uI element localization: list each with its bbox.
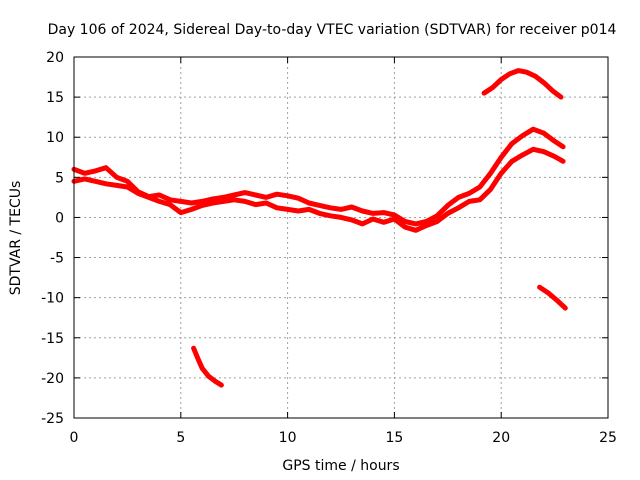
series-track-a: [74, 129, 563, 224]
plot-frame: [74, 57, 608, 418]
y-tick-label: 15: [46, 90, 64, 106]
x-tick-label: 25: [599, 430, 617, 446]
y-tick-label: 20: [46, 50, 64, 66]
grid-lines: [74, 57, 608, 418]
y-tick-label: -20: [41, 371, 64, 387]
y-tick-label: -15: [41, 331, 64, 347]
y-tick-label: -5: [50, 251, 64, 267]
series-arc-upper-right: [484, 71, 561, 98]
series-track-b: [74, 149, 563, 230]
y-axis-label: SDTVAR / TECUs: [8, 181, 24, 296]
series-segment-lower-left: [194, 348, 222, 385]
y-tick-label: 10: [46, 130, 64, 146]
x-tick-label: 15: [385, 430, 403, 446]
axis-ticks: 0 5 10 15 20 25 20 15 10 5 0 -5 -10 -15 -20 -25: [41, 50, 617, 446]
x-tick-label: 5: [176, 430, 185, 446]
chart: Day 106 of 2024, Sidereal Day-to-day VTE…: [0, 0, 640, 480]
x-tick-label: 0: [70, 430, 79, 446]
y-tick-label: 5: [55, 170, 64, 186]
x-tick-label: 20: [492, 430, 510, 446]
y-tick-label: -10: [41, 291, 64, 307]
series-segment-lower-right: [540, 287, 566, 308]
y-tick-label: 0: [55, 210, 64, 226]
x-tick-label: 10: [279, 430, 297, 446]
y-tick-label: -25: [41, 411, 64, 427]
x-axis-label: GPS time / hours: [282, 458, 399, 474]
chart-title: Day 106 of 2024, Sidereal Day-to-day VTE…: [48, 22, 617, 38]
